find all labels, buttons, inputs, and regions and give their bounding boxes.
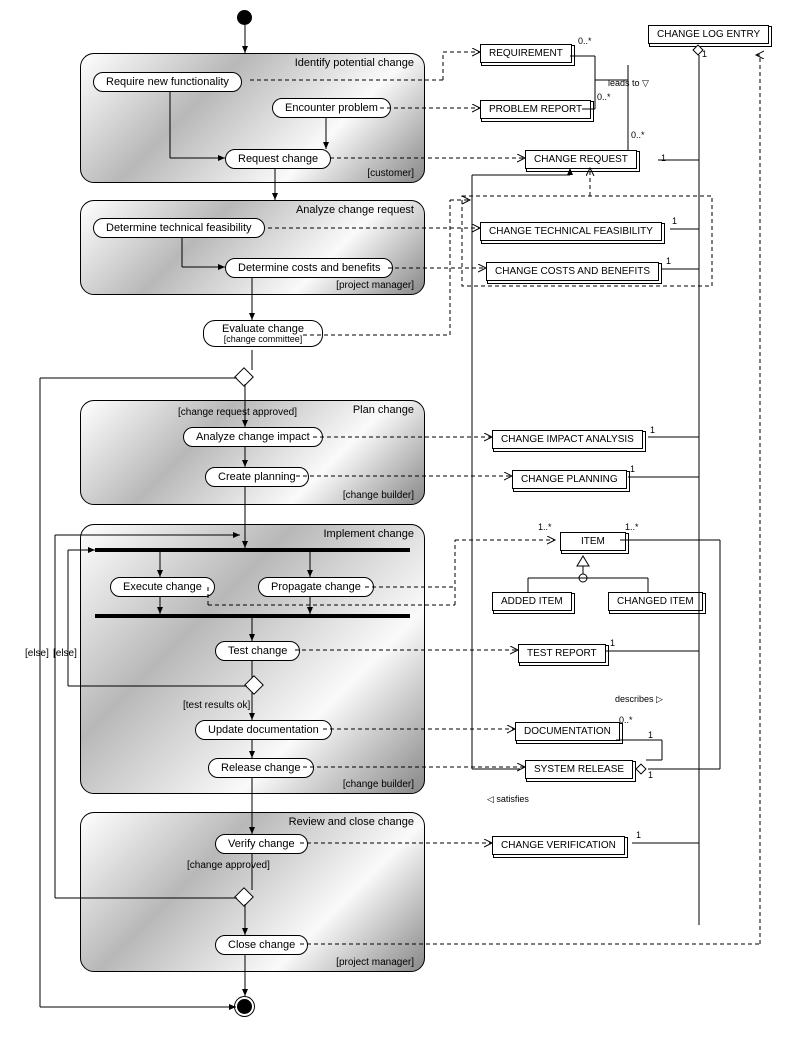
- guard-chgapproved: [change approved]: [187, 860, 270, 871]
- activity-evaluate-sublabel: [change committee]: [222, 334, 304, 344]
- edge-label-satisfies: ◁ satisfies: [487, 794, 529, 805]
- guard-else1: [else]: [25, 648, 49, 659]
- guard-approved: [change request approved]: [178, 407, 297, 418]
- activity-create-planning: Create planning: [205, 467, 309, 487]
- phase-analyze: Analyze change request [project manager]: [80, 200, 425, 295]
- object-requirement: REQUIREMENT: [480, 44, 572, 63]
- role-review: [project manager]: [336, 957, 414, 968]
- mult-item2: 1..*: [625, 522, 639, 532]
- phase-title-analyze: Analyze change request: [296, 204, 414, 216]
- activity-request-change: Request change: [225, 149, 331, 169]
- phase-title-implement: Implement change: [324, 528, 415, 540]
- object-test-report: TEST REPORT: [518, 644, 606, 663]
- activity-release-change: Release change: [208, 758, 314, 778]
- mult-srel-1: 1: [648, 770, 653, 780]
- activity-execute-change: Execute change: [110, 577, 215, 597]
- edge-label-describes: describes ▷: [615, 694, 663, 705]
- guard-else2: [else]: [53, 648, 77, 659]
- fork-bar: [95, 548, 410, 552]
- activity-update-documentation: Update documentation: [195, 720, 332, 740]
- mult-cpl-1: 1: [630, 464, 635, 474]
- activity-determine-costs: Determine costs and benefits: [225, 258, 393, 278]
- activity-close-change: Close change: [215, 935, 308, 955]
- activity-determine-feasibility: Determine technical feasibility: [93, 218, 265, 238]
- activity-propagate-change: Propagate change: [258, 577, 374, 597]
- mult-cver-1: 1: [636, 830, 641, 840]
- activity-verify-change: Verify change: [215, 834, 308, 854]
- edge-label-leadsto: leads to ▽: [608, 78, 649, 89]
- activity-test-change: Test change: [215, 641, 300, 661]
- role-analyze: [project manager]: [336, 280, 414, 291]
- mult-req: 0..*: [578, 36, 592, 46]
- mult-prep: 0..*: [597, 92, 611, 102]
- object-documentation: DOCUMENTATION: [515, 722, 620, 741]
- role-implement: [change builder]: [343, 779, 414, 790]
- object-added-item: ADDED ITEM: [492, 592, 572, 611]
- mult-ccb-1: 1: [666, 256, 671, 266]
- activity-encounter-problem: Encounter problem: [272, 98, 391, 118]
- role-identify: [customer]: [367, 168, 414, 179]
- activity-analyze-impact: Analyze change impact: [183, 427, 323, 447]
- mult-trep-1: 1: [610, 638, 615, 648]
- activity-evaluate-change: Evaluate change [change committee]: [203, 320, 323, 347]
- phase-title-identify: Identify potential change: [295, 57, 414, 69]
- final-node: [237, 999, 252, 1014]
- object-change-log-entry: CHANGE LOG ENTRY: [648, 25, 769, 44]
- join-bar: [95, 614, 410, 618]
- mult-ctf-1: 1: [672, 216, 677, 226]
- mult-cia-1: 1: [650, 425, 655, 435]
- object-change-costs-benefits: CHANGE COSTS AND BENEFITS: [486, 262, 659, 281]
- guard-testok: [test results ok]: [183, 700, 250, 711]
- object-change-request: CHANGE REQUEST: [525, 150, 637, 169]
- mult-item1: 1..*: [538, 522, 552, 532]
- object-change-impact-analysis: CHANGE IMPACT ANALYSIS: [492, 430, 643, 449]
- phase-title-plan: Plan change: [353, 404, 414, 416]
- initial-node: [237, 10, 252, 25]
- mult-creq-top: 0..*: [631, 130, 645, 140]
- aggregation-diamond-srel: [635, 763, 646, 774]
- object-problem-report: PROBLEM REPORT: [480, 100, 591, 119]
- activity-require-new-functionality: Require new functionality: [93, 72, 242, 92]
- object-item: ITEM: [560, 532, 626, 551]
- decision-approved: [234, 367, 254, 387]
- mult-doc: 0..*: [619, 715, 633, 725]
- object-change-verification: CHANGE VERIFICATION: [492, 836, 625, 855]
- mult-creq-1: 1: [661, 153, 666, 163]
- phase-title-review: Review and close change: [289, 816, 414, 828]
- role-plan: [change builder]: [343, 490, 414, 501]
- object-change-planning: CHANGE PLANNING: [512, 470, 627, 489]
- object-change-technical-feasibility: CHANGE TECHNICAL FEASIBILITY: [480, 222, 662, 241]
- object-system-release: SYSTEM RELEASE: [525, 760, 633, 779]
- mult-doc-1: 1: [648, 730, 653, 740]
- object-changed-item: CHANGED ITEM: [608, 592, 703, 611]
